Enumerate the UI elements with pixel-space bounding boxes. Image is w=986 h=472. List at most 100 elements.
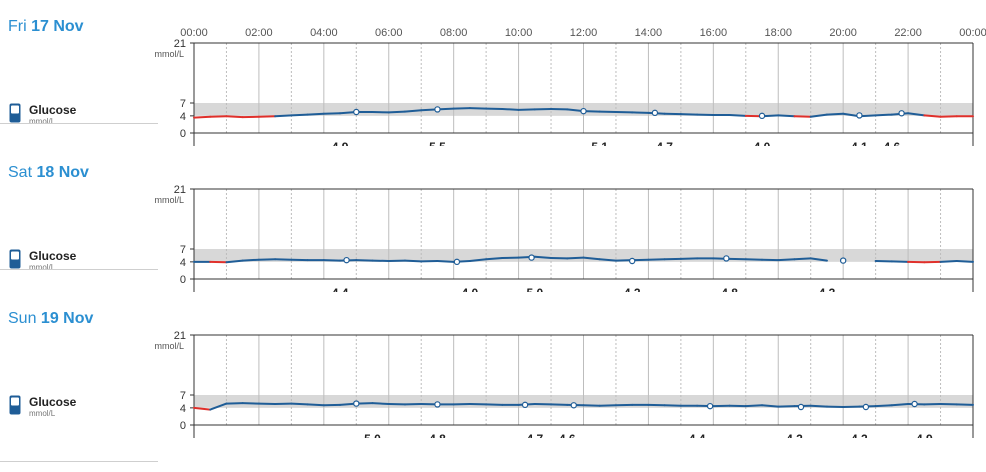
day-separator bbox=[0, 123, 158, 124]
glucose-line-segment bbox=[777, 114, 796, 118]
time-tick-label: 00:00 bbox=[180, 27, 208, 39]
reading-value: 5.0 bbox=[364, 432, 381, 438]
glucose-line-segment bbox=[761, 404, 780, 408]
day-name: Fri bbox=[8, 18, 32, 35]
reading-value: 4.8 bbox=[429, 432, 446, 438]
reading-point bbox=[651, 109, 659, 117]
glucose-line-segment bbox=[728, 114, 747, 117]
glucose-line-segment bbox=[809, 404, 828, 408]
time-tick-label: 14:00 bbox=[635, 27, 663, 39]
y-axis-unit: mmol/L bbox=[154, 195, 184, 205]
glucose-line-segment bbox=[371, 402, 390, 405]
day-separator bbox=[0, 461, 158, 462]
glucose-line-segment bbox=[501, 108, 520, 111]
day-label: Sat 18 Nov bbox=[8, 164, 89, 182]
time-tick-label: 06:00 bbox=[375, 27, 403, 39]
glucose-line-segment bbox=[468, 258, 488, 262]
reading-point bbox=[353, 108, 360, 116]
reading-value: 4.2 bbox=[624, 286, 641, 292]
y-tick-label: 4 bbox=[180, 257, 186, 269]
y-tick-label: 7 bbox=[180, 244, 186, 256]
legend-unit: mmol/L bbox=[29, 117, 56, 126]
reading-point bbox=[706, 402, 714, 410]
glucose-line-segment bbox=[193, 406, 212, 411]
reading-point bbox=[434, 106, 441, 113]
y-tick-label: 21 bbox=[174, 330, 186, 342]
legend-unit: mmol/L bbox=[29, 409, 56, 418]
glucose-line-segment bbox=[955, 260, 974, 263]
reading-value: 4.8 bbox=[721, 286, 738, 292]
glucometer-icon bbox=[9, 249, 21, 269]
glucose-line-segment bbox=[809, 113, 828, 118]
y-tick-label: 0 bbox=[180, 128, 186, 140]
reading-point bbox=[862, 403, 870, 411]
glucose-line-segment bbox=[809, 257, 828, 262]
reading-value: 4.6 bbox=[884, 140, 901, 146]
day-date: 19 Nov bbox=[40, 310, 94, 327]
reading-value: 4.7 bbox=[656, 140, 673, 146]
y-tick-label: 21 bbox=[174, 38, 186, 50]
y-tick-label: 21 bbox=[174, 184, 186, 196]
glucose-line-segment bbox=[193, 115, 212, 119]
glucose-line-segment bbox=[225, 115, 244, 119]
glucose-line-segment bbox=[582, 256, 601, 261]
day-panel: Sun 19 NovGlucosemmol/L21740mmol/L5.04.8… bbox=[0, 269, 986, 438]
day-name: Sun bbox=[8, 310, 41, 327]
glucose-line-segment bbox=[874, 404, 893, 408]
y-tick-label: 4 bbox=[180, 111, 186, 123]
time-tick-label: 16:00 bbox=[700, 27, 728, 39]
day-date: 18 Nov bbox=[36, 164, 89, 181]
glucose-line-segment bbox=[923, 114, 942, 118]
glucose-line-segment bbox=[290, 402, 309, 406]
day-panel: Fri 17 NovGlucosemmol/L21740mmol/L4.95.5… bbox=[0, 0, 986, 146]
reading-value: 4.3 bbox=[819, 286, 836, 292]
reading-value: 4.4 bbox=[689, 432, 706, 438]
glucose-line-segment bbox=[436, 260, 455, 263]
reading-point bbox=[723, 255, 730, 262]
day-name: Sat bbox=[8, 164, 37, 181]
glucose-line-segment bbox=[566, 256, 585, 260]
reading-value: 4.2 bbox=[786, 432, 803, 438]
legend-name: Glucose bbox=[29, 249, 77, 263]
glucose-line-segment bbox=[225, 259, 244, 264]
reading-value: 4.7 bbox=[526, 432, 543, 438]
glucose-line-segment bbox=[744, 404, 764, 408]
glucose-line-segment bbox=[533, 255, 553, 259]
y-axis-unit: mmol/L bbox=[154, 341, 184, 351]
reading-point bbox=[839, 257, 847, 264]
glucose-line-segment bbox=[598, 258, 617, 262]
legend-name: Glucose bbox=[29, 103, 77, 117]
reading-point bbox=[856, 112, 863, 119]
reading-value: 4.4 bbox=[332, 286, 349, 292]
time-tick-label: 22:00 bbox=[894, 27, 922, 39]
y-tick-label: 4 bbox=[180, 403, 186, 415]
reading-point bbox=[797, 403, 805, 411]
glucose-line-segment bbox=[306, 112, 325, 116]
y-tick-label: 7 bbox=[180, 98, 186, 110]
reading-value: 4.9 bbox=[332, 140, 349, 146]
glucose-line-segment bbox=[387, 110, 406, 114]
time-tick-label: 08:00 bbox=[440, 27, 468, 39]
reading-point bbox=[898, 110, 905, 117]
y-tick-label: 0 bbox=[180, 420, 186, 432]
reading-value: 5.5 bbox=[429, 140, 446, 146]
day-date: 17 Nov bbox=[31, 18, 84, 35]
time-tick-label: 18:00 bbox=[764, 27, 792, 39]
glucose-line-segment bbox=[890, 403, 910, 407]
reading-point bbox=[453, 258, 461, 266]
time-tick-label: 10:00 bbox=[505, 27, 533, 39]
glucose-line-segment bbox=[485, 257, 504, 261]
reading-value: 4.6 bbox=[559, 432, 576, 438]
day-label: Sun 19 Nov bbox=[8, 310, 93, 328]
glucose-line-segment bbox=[209, 402, 228, 411]
reading-value: 4.0 bbox=[754, 140, 771, 146]
glucose-line-segment bbox=[874, 113, 893, 117]
day-label: Fri 17 Nov bbox=[8, 18, 84, 36]
reading-point bbox=[580, 107, 587, 115]
reading-value: 4.0 bbox=[462, 286, 479, 292]
reading-point bbox=[353, 400, 360, 407]
y-axis-unit: mmol/L bbox=[154, 49, 184, 59]
time-axis: 00:00 02:00 04:00 06:00 08:00 10:00 12:00 14:00… bbox=[180, 27, 986, 39]
glucose-line-segment bbox=[939, 260, 958, 263]
reading-point bbox=[758, 112, 766, 120]
